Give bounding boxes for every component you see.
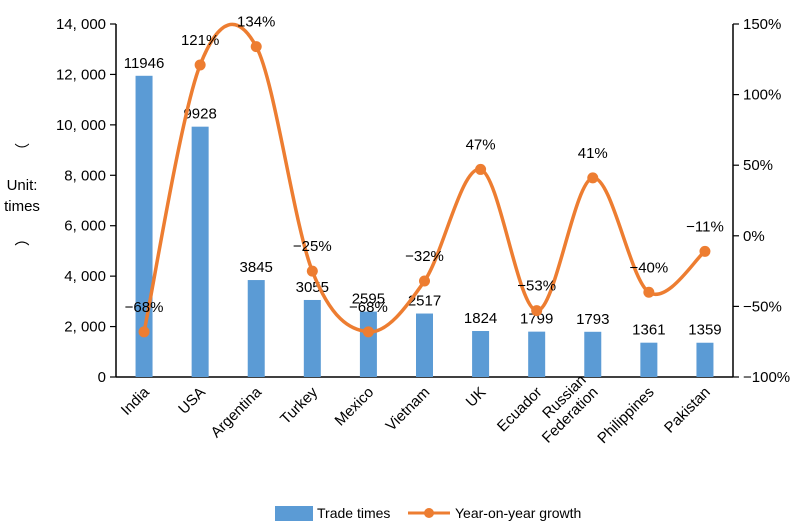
line-series <box>138 22 711 338</box>
bar-value-label: 1799 <box>520 311 553 328</box>
growth-value-label: 121% <box>181 32 219 49</box>
legend-bar-swatch <box>275 506 313 521</box>
category-label-line: UK <box>463 384 490 411</box>
category-label-line: Philippines <box>594 384 657 447</box>
category-label: Pakistan <box>661 384 714 437</box>
bar <box>191 126 209 377</box>
growth-value-label: −32% <box>405 248 444 265</box>
category-label-line: USA <box>175 384 209 418</box>
bar-value-label: 9928 <box>183 106 216 123</box>
bar-value-label: 11946 <box>124 55 165 72</box>
bar <box>247 280 265 377</box>
right-tick-label: 0% <box>743 228 765 245</box>
growth-value-label: −25% <box>293 238 332 255</box>
category-label: Turkey <box>277 383 321 427</box>
right-tick-label: −100% <box>743 369 790 386</box>
growth-value-label: 47% <box>466 136 496 153</box>
right-tick-label: 150% <box>743 16 781 33</box>
left-ticks: 0 2, 000 4, 000 6, 000 8, 000 10, 000 12, 000 1… <box>56 16 116 386</box>
legend-bar-label: Trade times <box>317 505 390 521</box>
bar <box>528 331 546 377</box>
growth-point <box>643 286 655 298</box>
growth-point <box>138 326 150 338</box>
growth-point <box>531 305 543 317</box>
bar <box>472 331 490 377</box>
growth-point <box>587 172 599 184</box>
growth-value-label: −68% <box>125 299 164 316</box>
left-tick-label: 0 <box>98 369 106 386</box>
bar-value-label: 1359 <box>688 322 721 339</box>
bar-value-label: 1361 <box>632 322 665 339</box>
growth-point <box>306 265 318 277</box>
bar-value-label: 2517 <box>408 293 441 310</box>
growth-value-label: −11% <box>686 218 724 235</box>
bar <box>584 331 602 377</box>
right-tick-label: 50% <box>743 157 773 174</box>
growth-point <box>419 275 430 287</box>
bars <box>135 75 714 377</box>
right-tick-label: −50% <box>743 298 782 315</box>
bar <box>696 342 714 377</box>
category-label-line: Turkey <box>277 383 321 427</box>
y-title-line-1: Unit: <box>7 177 38 194</box>
growth-point <box>475 163 487 175</box>
bar <box>359 311 377 377</box>
bar-value-label: 1824 <box>464 310 497 327</box>
growth-value-label: −68% <box>349 299 388 316</box>
growth-value-label: −53% <box>517 278 556 295</box>
category-label: Philippines <box>594 384 657 447</box>
right-tick-label: 100% <box>743 87 781 104</box>
growth-point <box>699 245 711 257</box>
bar-value-label: 3845 <box>240 259 273 276</box>
growth-value-label: 134% <box>237 14 275 31</box>
legend-line-marker <box>424 508 434 518</box>
growth-value-label: −40% <box>629 259 668 276</box>
bar-value-label: 2595 <box>352 291 385 308</box>
bar <box>416 313 433 377</box>
category-label: RussianFederation <box>527 372 602 447</box>
category-label-line: Mexico <box>332 384 378 430</box>
legend: Trade times Year-on-year growth <box>275 505 581 521</box>
category-label: UK <box>463 384 490 411</box>
category-label: USA <box>175 384 209 418</box>
growth-point <box>194 59 206 71</box>
legend-line-label: Year-on-year growth <box>455 505 581 521</box>
left-tick-label: 2, 000 <box>64 319 106 336</box>
y-title-line-2: times <box>4 198 40 215</box>
left-tick-label: 8, 000 <box>64 167 106 184</box>
left-tick-label: 4, 000 <box>64 268 106 285</box>
line-labels: −68% 121% 134% −25% −68% −32% 47% −53% 41% −40% −1… <box>125 14 724 316</box>
bar <box>303 299 321 377</box>
left-tick-label: 14, 000 <box>56 16 106 33</box>
category-label-line: Argentina <box>208 383 266 441</box>
y-title-paren-top: ︶ <box>14 143 29 160</box>
growth-point <box>250 41 262 53</box>
right-ticks: −100% −50% 0% 50% 100% 150% <box>733 16 790 386</box>
bar-value-label: 1793 <box>576 311 609 328</box>
category-label-line: Ecuador <box>494 384 546 436</box>
left-tick-label: 10, 000 <box>56 117 106 134</box>
category-label: India <box>118 383 153 418</box>
category-label: Vietnam <box>383 384 434 435</box>
category-label: Ecuador <box>494 384 546 436</box>
left-tick-label: 6, 000 <box>64 218 106 235</box>
growth-value-label: 41% <box>578 145 608 162</box>
bar <box>640 342 658 377</box>
growth-point <box>362 326 374 338</box>
category-label-line: Pakistan <box>661 384 714 437</box>
category-label: Argentina <box>208 383 266 441</box>
y-axis-title: ︶ Unit: times ︵ <box>4 143 40 248</box>
category-label: Mexico <box>332 384 378 430</box>
category-label-line: Vietnam <box>383 384 434 435</box>
left-tick-label: 12, 000 <box>56 66 106 83</box>
category-label-line: India <box>118 383 153 418</box>
y-title-paren-bottom: ︵ <box>14 231 29 248</box>
